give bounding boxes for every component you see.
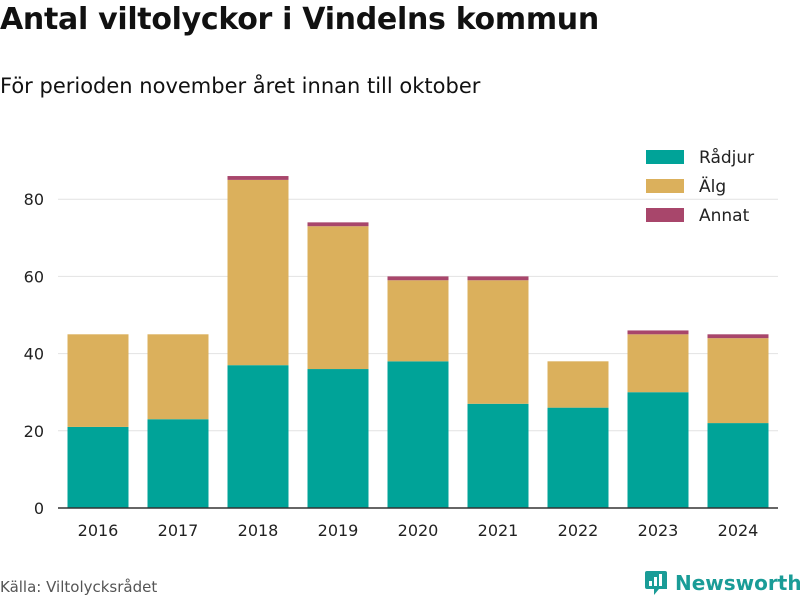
x-tick-label-2023: 2023 bbox=[638, 521, 679, 540]
brand-logo: Newsworthy bbox=[645, 570, 800, 596]
source-note: Källa: Viltolycksrådet bbox=[0, 578, 158, 596]
x-tick-label-2018: 2018 bbox=[238, 521, 279, 540]
legend-label-annat: Annat bbox=[699, 206, 750, 226]
x-tick-label-2022: 2022 bbox=[558, 521, 599, 540]
bar-rådjur-2022 bbox=[547, 407, 609, 508]
bar-älg-2018 bbox=[227, 179, 289, 366]
bar-annat-2024 bbox=[707, 334, 769, 339]
bar-älg-2020 bbox=[387, 280, 449, 362]
y-tick-label-80: 80 bbox=[24, 190, 44, 209]
bar-rådjur-2023 bbox=[627, 392, 689, 508]
chart-title: Antal viltolyckor i Vindelns kommun bbox=[0, 2, 599, 37]
bar-annat-2021 bbox=[467, 276, 529, 281]
bar-rådjur-2021 bbox=[467, 403, 529, 508]
bar-älg-2019 bbox=[307, 226, 369, 370]
bar-rådjur-2016 bbox=[67, 426, 129, 508]
y-tick-label-20: 20 bbox=[24, 422, 44, 441]
bar-rådjur-2017 bbox=[147, 419, 209, 508]
newsworthy-logo-icon bbox=[645, 571, 667, 595]
bar-rådjur-2018 bbox=[227, 365, 289, 508]
bar-rådjur-2020 bbox=[387, 361, 449, 508]
bar-annat-2020 bbox=[387, 276, 449, 281]
bar-älg-2024 bbox=[707, 338, 769, 424]
bar-annat-2018 bbox=[227, 176, 289, 180]
legend-label-älg: Älg bbox=[699, 176, 726, 197]
bar-annat-2019 bbox=[307, 222, 369, 227]
legend-label-rådjur: Rådjur bbox=[699, 147, 754, 168]
x-tick-label-2019: 2019 bbox=[318, 521, 359, 540]
bar-älg-2023 bbox=[627, 334, 689, 393]
bar-annat-2023 bbox=[627, 330, 689, 335]
bar-älg-2016 bbox=[67, 334, 129, 427]
bar-rådjur-2024 bbox=[707, 423, 769, 508]
bar-älg-2017 bbox=[147, 334, 209, 420]
bar-älg-2022 bbox=[547, 361, 609, 408]
bar-rådjur-2019 bbox=[307, 369, 369, 508]
x-tick-label-2020: 2020 bbox=[398, 521, 439, 540]
y-tick-label-0: 0 bbox=[34, 499, 44, 518]
x-tick-label-2024: 2024 bbox=[718, 521, 759, 540]
x-tick-label-2017: 2017 bbox=[158, 521, 199, 540]
y-tick-label-60: 60 bbox=[24, 267, 44, 286]
brand-name: Newsworthy bbox=[675, 571, 800, 595]
legend-swatch-älg bbox=[646, 179, 684, 193]
chart-subtitle: För perioden november året innan till ok… bbox=[0, 74, 481, 98]
legend-swatch-rådjur bbox=[646, 150, 684, 164]
x-tick-label-2016: 2016 bbox=[78, 521, 119, 540]
legend-swatch-annat bbox=[646, 208, 684, 222]
y-tick-label-40: 40 bbox=[24, 345, 44, 364]
bar-älg-2021 bbox=[467, 280, 529, 404]
x-tick-label-2021: 2021 bbox=[478, 521, 519, 540]
